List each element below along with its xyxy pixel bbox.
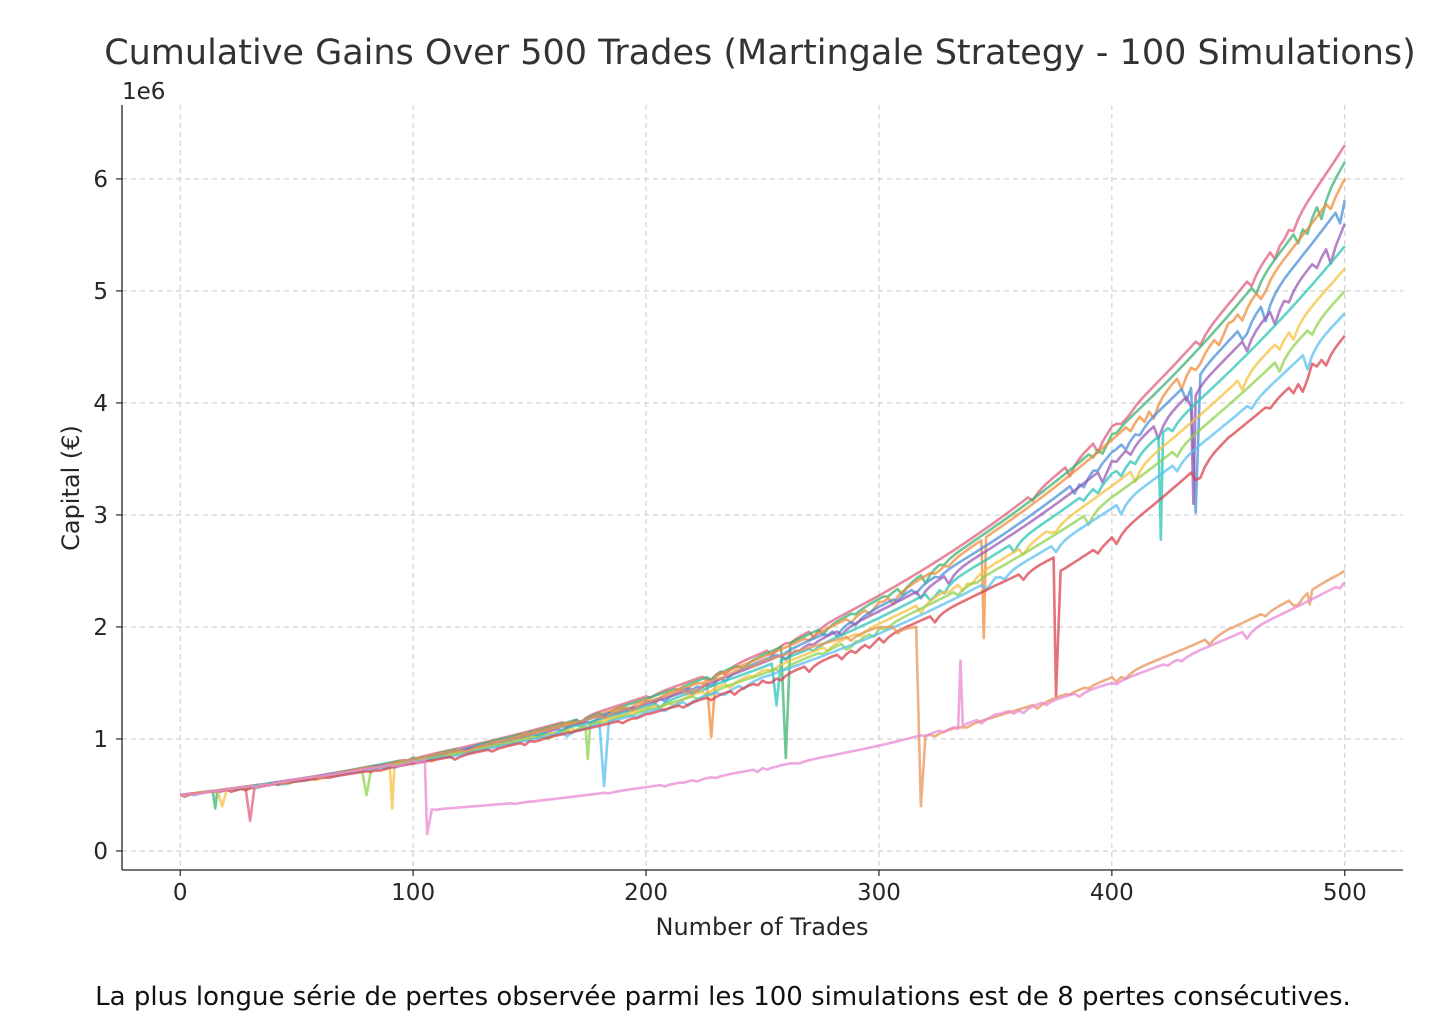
series-lines [179, 144, 1347, 836]
y-tick-label: 3 [93, 503, 108, 529]
y-axis-label: Capital (€) [57, 425, 85, 551]
chart: Cumulative Gains Over 500 Trades (Martin… [57, 33, 1416, 941]
x-tick-label: 100 [391, 880, 435, 906]
series-line-sim-blue [179, 199, 1347, 798]
x-axis-label: Number of Trades [655, 913, 868, 941]
x-tick-label: 300 [857, 880, 901, 906]
series-line-sim-yellow [180, 267, 1346, 810]
y-tick-label: 2 [93, 615, 108, 641]
caption: La plus longue série de pertes observée … [95, 982, 1351, 1012]
series-line-sim-red-high [179, 144, 1346, 823]
axes: 0 100 200 300 400 500 0 1 2 3 4 5 6 [93, 105, 1403, 906]
series-line-sim-purple [180, 223, 1347, 797]
series-line-sim-orange [180, 178, 1346, 797]
y-tick-label: 4 [93, 391, 108, 417]
y-tick-label: 0 [93, 839, 108, 865]
series-line-sim-lightgreen [180, 290, 1346, 797]
x-tick-label: 0 [173, 880, 188, 906]
series-line-sim-crimson [180, 334, 1346, 797]
y-tick-label: 6 [93, 167, 108, 193]
y-offset-label: 1e6 [122, 79, 165, 105]
x-tick-label: 400 [1090, 880, 1134, 906]
grid [122, 105, 1403, 870]
x-tick-label: 500 [1323, 880, 1367, 906]
y-tick-label: 5 [93, 279, 108, 305]
series-line-sim-teal [180, 245, 1346, 797]
y-tick-label: 1 [93, 727, 108, 753]
series-line-sim-pink-outlier [180, 581, 1346, 836]
x-tick-label: 200 [624, 880, 668, 906]
chart-title: Cumulative Gains Over 500 Trades (Martin… [104, 33, 1416, 73]
series-line-sim-green [180, 161, 1346, 810]
